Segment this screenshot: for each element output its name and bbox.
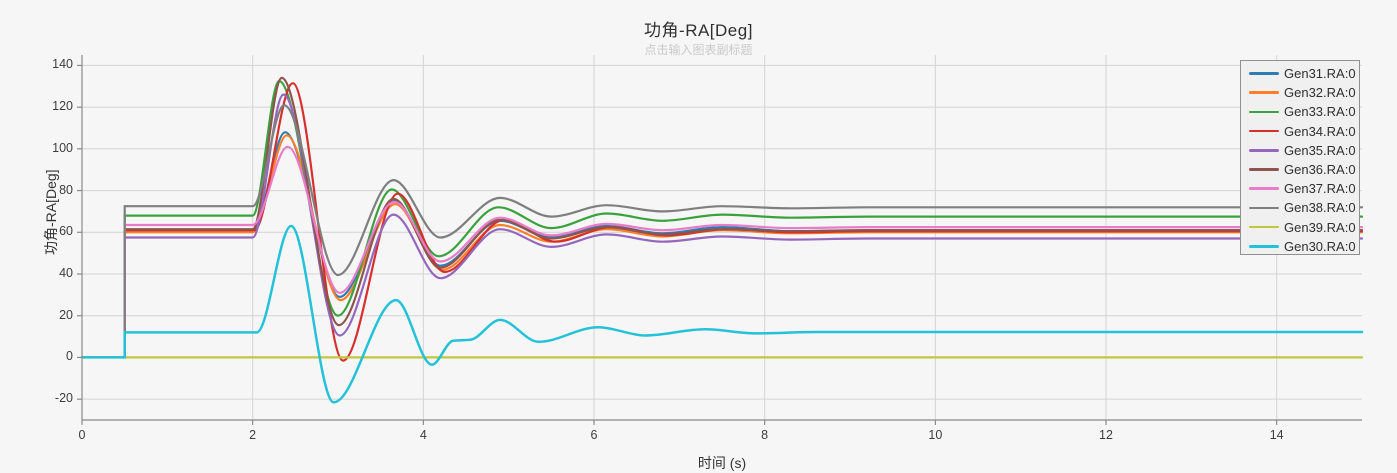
legend-item-Gen39.RA:0[interactable]: Gen39.RA:0 — [1241, 218, 1359, 237]
chart-subtitle-placeholder[interactable]: 点击输入图表副标题 — [644, 43, 753, 57]
series-line-Gen37.RA:0 — [80, 145, 1364, 359]
legend-label: Gen33.RA:0 — [1284, 104, 1356, 120]
series-line-Gen34.RA:0 — [80, 82, 1364, 362]
legend-line-swatch — [1249, 149, 1279, 152]
chart-title[interactable]: 功角-RA[Deg] — [644, 21, 753, 40]
series-line-Gen33.RA:0 — [80, 79, 1364, 359]
y-tick-100: 100 — [52, 140, 73, 155]
x-tick-8: 8 — [761, 428, 769, 442]
series-line-Gen32.RA:0 — [80, 134, 1364, 359]
series-line-Gen30.RA:0 — [80, 224, 1364, 404]
legend-line-swatch — [1249, 129, 1279, 133]
y-tick-80: 80 — [59, 182, 73, 197]
y-tick-140: 140 — [52, 57, 73, 72]
legend-line-swatch — [1249, 244, 1279, 248]
y-tick-120: 120 — [52, 99, 73, 114]
legend: Gen31.RA:0 Gen32.RA:0 Gen33.RA:0 Gen34.RA:0… — [1240, 60, 1360, 255]
x-tick-14: 14 — [1269, 428, 1284, 442]
legend-line-swatch — [1249, 206, 1279, 210]
x-tick-10: 10 — [928, 428, 943, 442]
legend-line-swatch — [1249, 110, 1279, 114]
legend-label: Gen31.RA:0 — [1284, 66, 1356, 82]
x-tick-6: 6 — [590, 428, 598, 442]
legend-label: Gen32.RA:0 — [1284, 85, 1356, 101]
y-tick--20: -20 — [54, 391, 73, 406]
legend-line-swatch — [1249, 168, 1279, 171]
legend-line-swatch — [1249, 91, 1279, 95]
legend-label: Gen39.RA:0 — [1284, 219, 1356, 235]
legend-label: Gen36.RA:0 — [1284, 162, 1356, 178]
legend-item-Gen30.RA:0[interactable]: Gen30.RA:0 — [1241, 237, 1359, 256]
series-line-Gen38.RA:0 — [80, 103, 1364, 359]
legend-item-Gen31.RA:0[interactable]: Gen31.RA:0 — [1241, 64, 1359, 83]
y-tick-40: 40 — [59, 266, 73, 280]
x-tick-2: 2 — [249, 428, 257, 442]
x-tick-0: 0 — [78, 428, 86, 442]
y-tick-20: 20 — [59, 307, 73, 322]
x-tick-4: 4 — [419, 428, 427, 442]
legend-item-Gen38.RA:0[interactable]: Gen38.RA:0 — [1241, 198, 1359, 217]
legend-label: Gen35.RA:0 — [1284, 142, 1356, 158]
legend-label: Gen34.RA:0 — [1284, 123, 1356, 139]
legend-line-swatch — [1249, 187, 1279, 191]
legend-line-swatch — [1249, 72, 1279, 75]
legend-line-swatch — [1249, 225, 1279, 229]
plot-area — [77, 55, 1364, 425]
y-tick-0: 0 — [66, 349, 73, 364]
legend-item-Gen36.RA:0[interactable]: Gen36.RA:0 — [1241, 160, 1359, 179]
series-line-Gen35.RA:0 — [80, 93, 1364, 359]
y-tick-60: 60 — [59, 224, 73, 239]
legend-item-Gen37.RA:0[interactable]: Gen37.RA:0 — [1241, 179, 1359, 198]
x-tick-12: 12 — [1099, 428, 1113, 442]
legend-label: Gen30.RA:0 — [1284, 238, 1356, 254]
legend-item-Gen32.RA:0[interactable]: Gen32.RA:0 — [1241, 83, 1359, 102]
legend-item-Gen35.RA:0[interactable]: Gen35.RA:0 — [1241, 141, 1359, 160]
legend-item-Gen33.RA:0[interactable]: Gen33.RA:0 — [1241, 102, 1359, 121]
x-axis-title: 时间 (s) — [697, 455, 747, 471]
legend-label: Gen37.RA:0 — [1284, 181, 1356, 197]
legend-label: Gen38.RA:0 — [1284, 200, 1356, 216]
series-lines — [80, 76, 1364, 404]
legend-item-Gen34.RA:0[interactable]: Gen34.RA:0 — [1241, 122, 1359, 141]
axis-lines — [77, 55, 1362, 425]
